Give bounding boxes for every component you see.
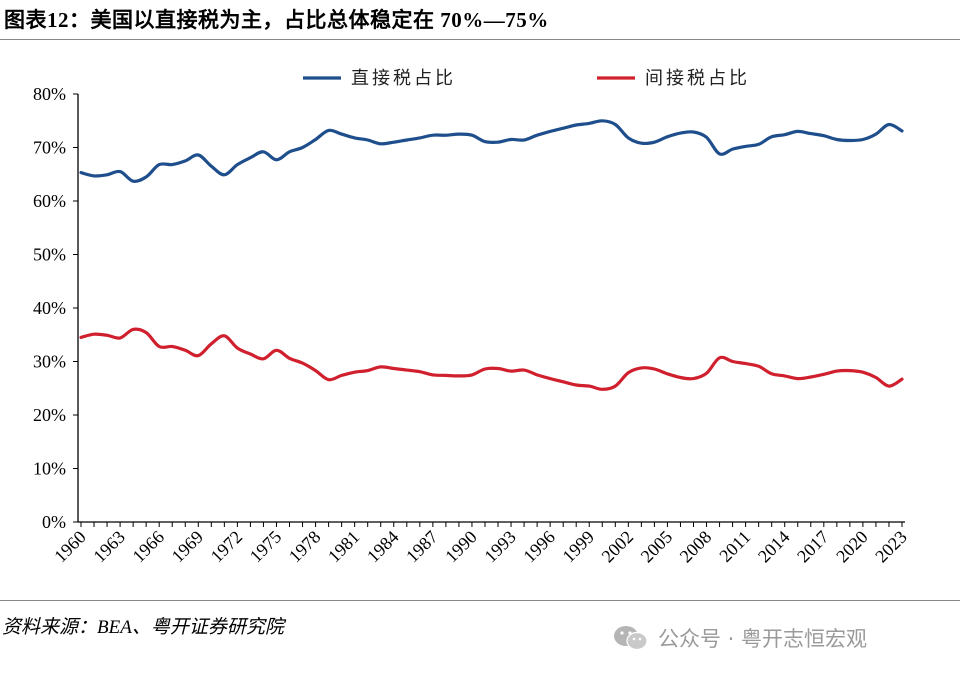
footer-divider — [0, 600, 960, 601]
x-tick-label: 1969 — [168, 527, 208, 567]
x-tick-label: 1975 — [246, 527, 286, 567]
x-tick-label: 2023 — [871, 527, 911, 567]
y-tick-label: 30% — [33, 352, 66, 372]
x-tick-label: 1987 — [402, 527, 442, 567]
y-tick-label: 50% — [33, 245, 66, 265]
x-tick-label: 1960 — [50, 527, 90, 567]
y-tick-label: 10% — [33, 459, 66, 479]
legend-label-indirect: 间接税占比 — [645, 68, 750, 89]
y-tick-label: 70% — [33, 138, 66, 158]
x-tick-label: 1999 — [558, 527, 598, 567]
wechat-icon — [614, 626, 648, 651]
x-tick-label: 2020 — [832, 527, 872, 567]
x-tick-label: 1993 — [480, 527, 520, 567]
watermark-text: 公众号 · 粤开志恒宏观 — [658, 627, 868, 651]
y-tick-label: 80% — [33, 84, 66, 104]
x-tick-label: 1972 — [207, 527, 247, 567]
x-tick-label: 1966 — [128, 527, 168, 567]
axes: 0%10%20%30%40%50%60%70%80%1960 1963 1966 19… — [33, 84, 911, 566]
legend: 直接税占比 间接税占比 — [303, 68, 750, 89]
title-divider — [0, 39, 960, 40]
x-tick-label: 1990 — [441, 527, 481, 567]
x-tick-label: 1981 — [324, 527, 364, 567]
legend-label-direct: 直接税占比 — [351, 68, 456, 89]
y-tick-label: 20% — [33, 405, 66, 425]
series-lines — [79, 119, 904, 391]
x-tick-label: 1996 — [519, 527, 559, 567]
x-tick-label: 2002 — [598, 527, 638, 567]
indirect-tax-series-line — [79, 327, 904, 391]
x-tick-label: 2014 — [754, 527, 794, 567]
x-tick-label: 2005 — [637, 527, 677, 567]
y-tick-label: 40% — [33, 298, 66, 318]
x-tick-label: 2008 — [676, 527, 716, 567]
source-note: 资料来源：BEA、粤开证券研究院 — [2, 617, 284, 638]
x-tick-label: 1978 — [285, 527, 325, 567]
watermark: 公众号 · 粤开志恒宏观 — [612, 623, 867, 653]
line-chart: 直接税占比 间接税占比 0% 10% 20% 30% 40% 50% 60% 70% 80% 196… — [33, 68, 911, 566]
x-tick-label: 2011 — [715, 527, 754, 566]
chart-title: 图表12：美国以直接税为主，占比总体稳定在 70%—75% — [4, 8, 549, 32]
direct-tax-series-line — [79, 119, 904, 183]
x-tick-label: 1984 — [363, 527, 403, 567]
y-tick-label: 60% — [33, 191, 66, 211]
x-tick-label: 1963 — [89, 527, 129, 567]
y-tick-label: 0% — [42, 512, 66, 532]
x-tick-label: 2017 — [793, 527, 833, 567]
